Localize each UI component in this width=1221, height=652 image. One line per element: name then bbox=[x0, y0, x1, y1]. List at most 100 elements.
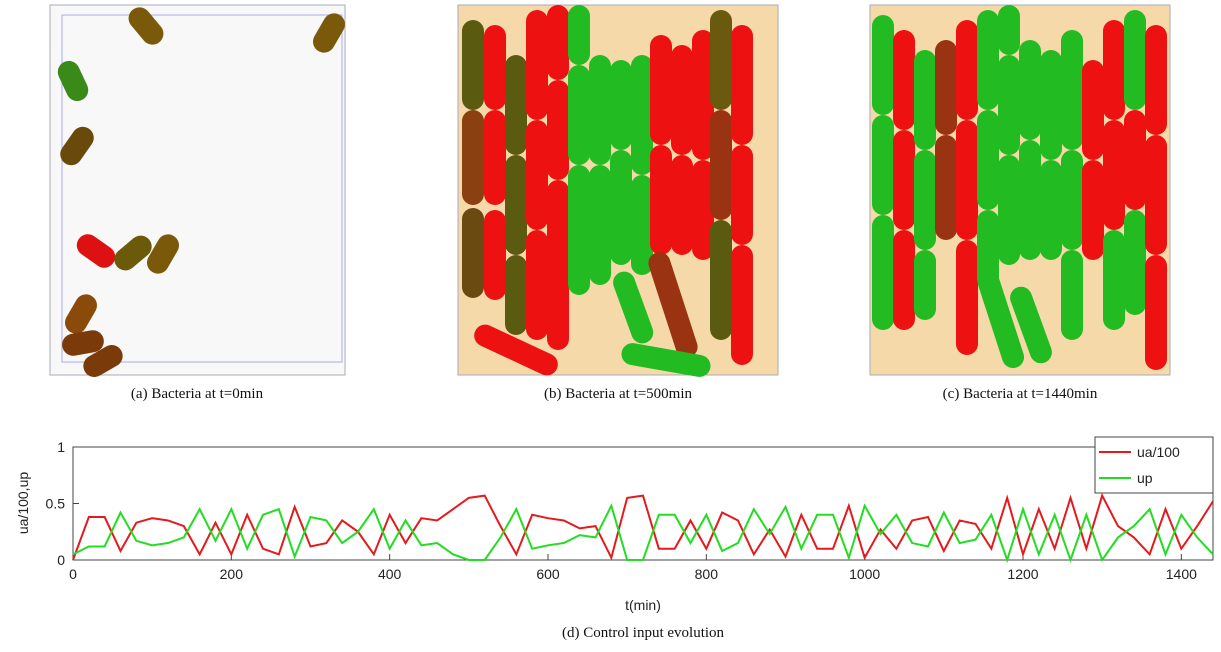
bacterium bbox=[1019, 140, 1041, 260]
y-tick-label: 1 bbox=[57, 439, 65, 455]
bacteria bbox=[57, 7, 345, 377]
bacterium bbox=[568, 65, 590, 165]
bacterium bbox=[505, 255, 527, 335]
bacterium bbox=[62, 330, 104, 356]
bacterium bbox=[610, 60, 632, 150]
bacterium bbox=[1124, 110, 1146, 210]
series-line bbox=[72, 492, 1214, 561]
bacterium bbox=[998, 155, 1020, 265]
y-tick-label: 0 bbox=[57, 552, 65, 568]
bacterium bbox=[1061, 250, 1083, 340]
bacterium bbox=[1040, 160, 1062, 260]
bacterium bbox=[650, 145, 672, 255]
bacterium bbox=[1082, 160, 1104, 260]
x-tick-label: 800 bbox=[695, 566, 719, 582]
bacterium bbox=[914, 150, 936, 250]
bacterium bbox=[914, 50, 936, 150]
legend-label: ua/100 bbox=[1137, 444, 1180, 460]
bacterium bbox=[313, 13, 345, 53]
bacterium bbox=[474, 324, 558, 376]
chart-caption: (d) Control input evolution bbox=[562, 625, 725, 641]
bacterium bbox=[893, 130, 915, 230]
bacterium bbox=[977, 10, 999, 110]
bacterium bbox=[1145, 255, 1167, 370]
bacterium bbox=[610, 150, 632, 265]
bacterium bbox=[568, 5, 590, 65]
bacterium bbox=[462, 110, 484, 205]
bacterium bbox=[631, 175, 653, 275]
x-tick-label: 400 bbox=[378, 566, 402, 582]
bacterium bbox=[462, 208, 484, 298]
bacterium bbox=[1124, 10, 1146, 110]
bacterium bbox=[547, 5, 569, 80]
bacterium bbox=[914, 250, 936, 320]
bacterium bbox=[114, 235, 152, 271]
bacterium bbox=[526, 230, 548, 340]
bacterium bbox=[631, 55, 653, 175]
bacterium bbox=[893, 230, 915, 330]
bacterium bbox=[872, 215, 894, 330]
bacterium bbox=[731, 145, 753, 245]
bacterium bbox=[893, 30, 915, 130]
y-tick-label: 0.5 bbox=[46, 496, 66, 512]
bacterium bbox=[731, 25, 753, 145]
bacterium bbox=[956, 240, 978, 355]
series-line bbox=[72, 503, 1214, 564]
bacterium bbox=[83, 345, 123, 377]
bacterium bbox=[710, 10, 732, 110]
sim-frame bbox=[61, 14, 343, 363]
bacterium bbox=[935, 40, 957, 135]
bacterium bbox=[710, 220, 732, 340]
bacterium bbox=[65, 294, 97, 334]
bacterium bbox=[935, 135, 957, 240]
bacterium bbox=[1040, 50, 1062, 160]
bacterium bbox=[76, 234, 116, 268]
bacterium bbox=[613, 271, 654, 344]
x-tick-label: 1200 bbox=[1007, 566, 1038, 582]
x-tick-label: 0 bbox=[69, 566, 77, 582]
panel-caption: (b) Bacteria at t=500min bbox=[544, 386, 692, 402]
bacterium bbox=[710, 110, 732, 220]
bacterium bbox=[547, 80, 569, 180]
x-tick-label: 1400 bbox=[1166, 566, 1197, 582]
bacterium bbox=[1124, 210, 1146, 315]
bacterium bbox=[526, 10, 548, 120]
panel-caption: (c) Bacteria at t=1440min bbox=[943, 386, 1098, 402]
bacterium bbox=[872, 115, 894, 215]
bacterium bbox=[998, 5, 1020, 55]
x-tick-label: 200 bbox=[220, 566, 244, 582]
bacterium bbox=[589, 165, 611, 285]
bacterium bbox=[505, 55, 527, 155]
bacterium bbox=[462, 20, 484, 110]
bacterium bbox=[1010, 286, 1052, 364]
bacterium bbox=[977, 110, 999, 210]
panel-caption: (a) Bacteria at t=0min bbox=[131, 386, 264, 402]
bacteria bbox=[872, 5, 1167, 370]
bacterium bbox=[1103, 120, 1125, 230]
bacterium bbox=[650, 35, 672, 145]
bacterium bbox=[692, 160, 714, 260]
bacterium bbox=[956, 120, 978, 240]
bacteria bbox=[462, 5, 753, 377]
bacterium bbox=[547, 180, 569, 350]
x-axis-label: t(min) bbox=[625, 597, 661, 613]
bacterium bbox=[648, 252, 698, 358]
sim-box bbox=[49, 4, 346, 376]
bacterium bbox=[1082, 60, 1104, 160]
y-axis-label: ua/100,up bbox=[15, 472, 31, 534]
bacterium bbox=[128, 7, 164, 45]
bacterium bbox=[956, 20, 978, 120]
bacterium bbox=[589, 55, 611, 165]
bacterium bbox=[872, 15, 894, 115]
bacterium bbox=[1061, 150, 1083, 250]
bacterium bbox=[1061, 30, 1083, 150]
bacterium bbox=[977, 210, 999, 290]
bacterium bbox=[568, 165, 590, 295]
bacterium bbox=[1103, 20, 1125, 120]
bacterium bbox=[505, 155, 527, 255]
bacterium bbox=[1145, 135, 1167, 255]
bacterium bbox=[977, 271, 1025, 369]
legend-box bbox=[1094, 436, 1214, 494]
